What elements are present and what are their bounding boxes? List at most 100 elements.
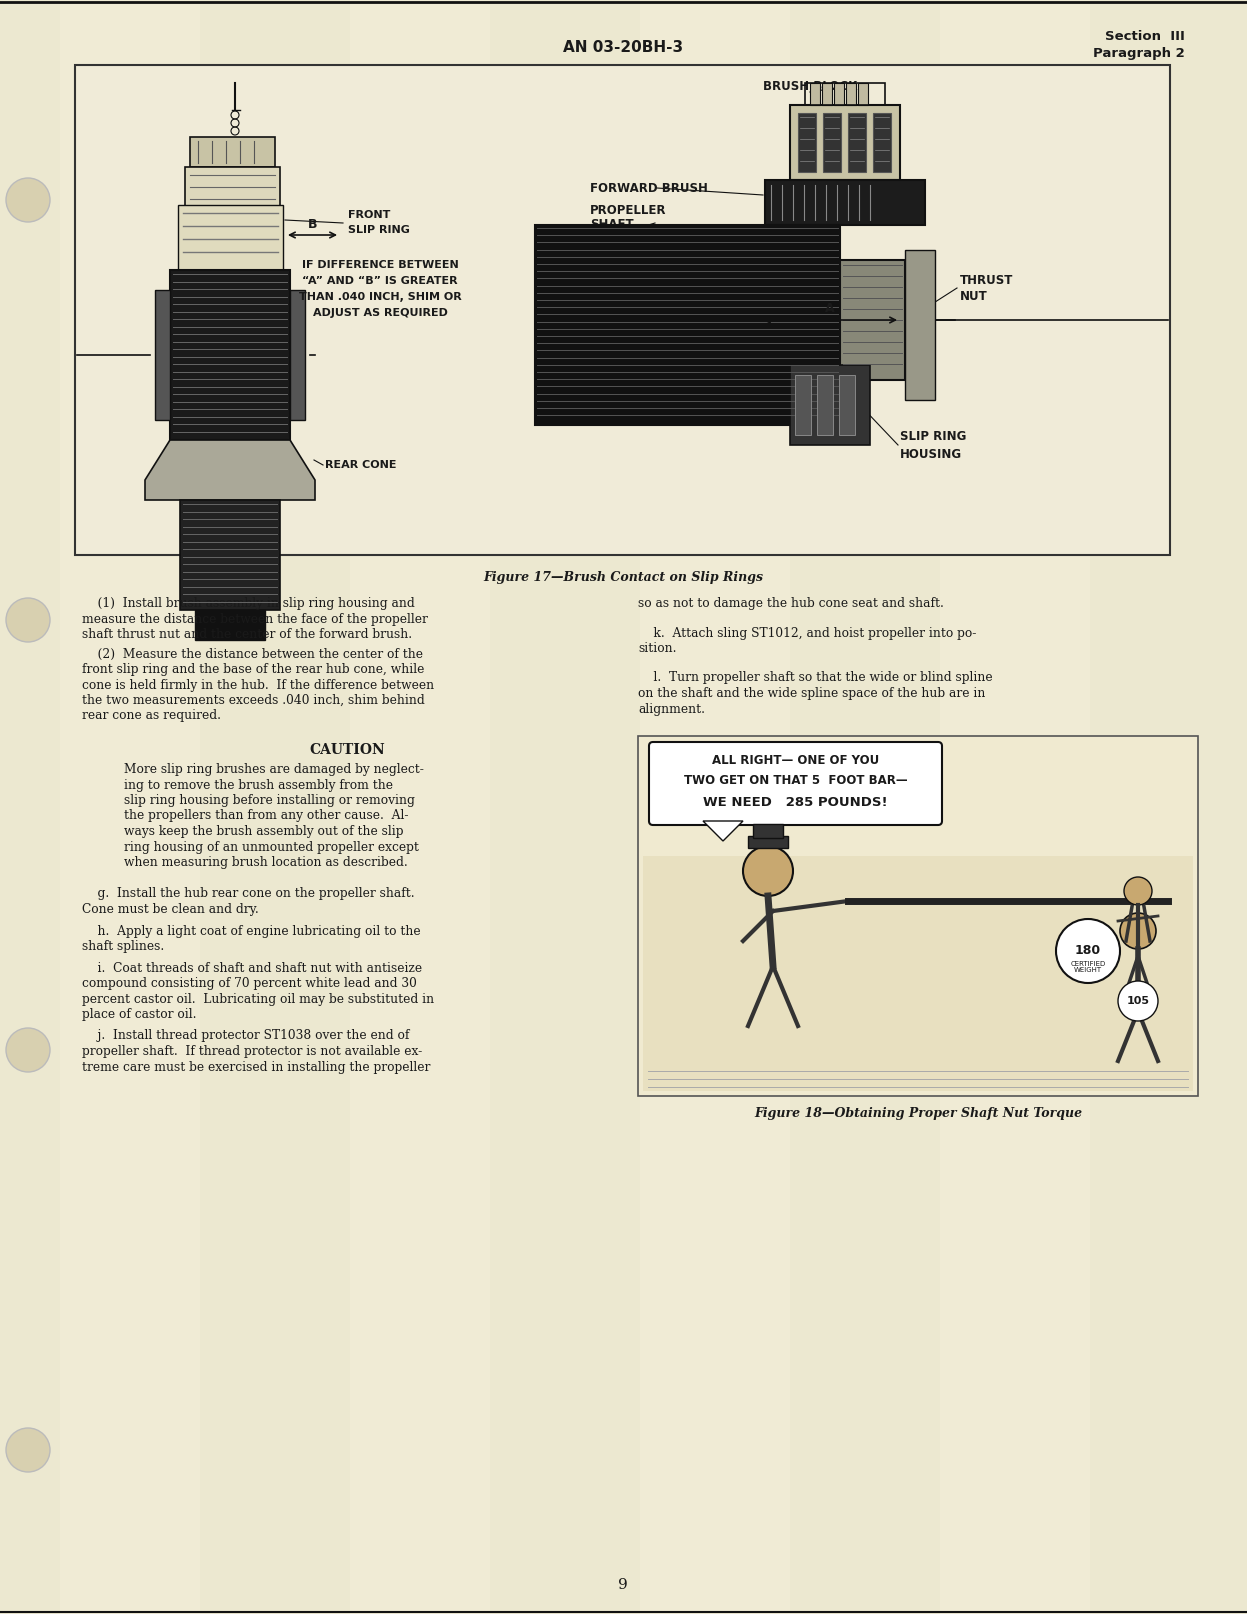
Text: k.  Attach sling ST1012, and hoist propeller into po-: k. Attach sling ST1012, and hoist propel… xyxy=(638,626,976,639)
Text: PROPELLER: PROPELLER xyxy=(590,203,666,216)
Text: shaft thrust nut and the center of the forward brush.: shaft thrust nut and the center of the f… xyxy=(82,628,412,641)
Bar xyxy=(60,0,200,1614)
Bar xyxy=(640,0,791,1614)
Bar xyxy=(811,82,821,105)
Bar xyxy=(535,224,840,424)
Bar xyxy=(75,65,1170,555)
Text: A: A xyxy=(826,302,834,315)
Text: B: B xyxy=(308,218,317,231)
Text: More slip ring brushes are damaged by neglect-: More slip ring brushes are damaged by ne… xyxy=(123,763,424,776)
Text: SLIP RING: SLIP RING xyxy=(348,224,410,236)
Text: shaft splines.: shaft splines. xyxy=(82,939,165,952)
Bar xyxy=(905,250,935,400)
Bar xyxy=(858,82,868,105)
Text: (2)  Measure the distance between the center of the: (2) Measure the distance between the cen… xyxy=(82,647,423,660)
Bar xyxy=(185,166,281,207)
Text: when measuring brush location as described.: when measuring brush location as describ… xyxy=(123,855,408,868)
Text: rear cone as required.: rear cone as required. xyxy=(82,710,221,723)
Text: l.  Turn propeller shaft so that the wide or blind spline: l. Turn propeller shaft so that the wide… xyxy=(638,671,993,684)
Text: front slip ring and the base of the rear hub cone, while: front slip ring and the base of the rear… xyxy=(82,663,424,676)
Text: measure the distance between the face of the propeller: measure the distance between the face of… xyxy=(82,612,428,626)
Text: ALL RIGHT— ONE OF YOU: ALL RIGHT— ONE OF YOU xyxy=(712,754,879,767)
Text: propeller shaft.  If thread protector is not available ex-: propeller shaft. If thread protector is … xyxy=(82,1044,423,1059)
Text: HOUSING: HOUSING xyxy=(900,447,963,460)
Text: ing to remove the brush assembly from the: ing to remove the brush assembly from th… xyxy=(123,778,393,791)
Text: 180: 180 xyxy=(1075,944,1101,957)
Bar xyxy=(791,365,870,445)
Text: on the shaft and the wide spline space of the hub are in: on the shaft and the wide spline space o… xyxy=(638,688,985,700)
Circle shape xyxy=(6,1428,50,1472)
Bar xyxy=(180,500,281,610)
Circle shape xyxy=(6,178,50,223)
Bar xyxy=(873,113,892,173)
Bar xyxy=(178,205,283,270)
Text: 9: 9 xyxy=(619,1578,628,1591)
Circle shape xyxy=(6,599,50,642)
Bar xyxy=(834,82,844,105)
FancyBboxPatch shape xyxy=(648,742,941,825)
Circle shape xyxy=(743,846,793,896)
Bar xyxy=(291,291,306,420)
Text: cone is held firmly in the hub.  If the difference between: cone is held firmly in the hub. If the d… xyxy=(82,678,434,691)
Text: AN 03-20BH-3: AN 03-20BH-3 xyxy=(562,40,683,55)
Text: “A” AND “B” IS GREATER: “A” AND “B” IS GREATER xyxy=(302,276,458,286)
Bar xyxy=(798,113,816,173)
Bar xyxy=(350,0,490,1614)
Bar xyxy=(764,181,925,224)
Bar xyxy=(822,82,832,105)
Text: TWO GET ON THAT 5  FOOT BAR—: TWO GET ON THAT 5 FOOT BAR— xyxy=(683,775,908,788)
Bar xyxy=(643,855,1193,1091)
Text: i.  Coat threads of shaft and shaft nut with antiseize: i. Coat threads of shaft and shaft nut w… xyxy=(82,962,423,975)
Bar xyxy=(1090,0,1247,1614)
Text: 105: 105 xyxy=(1126,996,1150,1006)
Bar xyxy=(791,0,940,1614)
Bar xyxy=(190,137,276,166)
Text: IF DIFFERENCE BETWEEN: IF DIFFERENCE BETWEEN xyxy=(302,260,459,270)
Text: alignment.: alignment. xyxy=(638,702,705,715)
Bar xyxy=(848,113,865,173)
Text: FRONT: FRONT xyxy=(348,210,390,220)
Bar xyxy=(840,260,905,379)
Bar xyxy=(806,82,885,105)
Bar xyxy=(817,374,833,436)
Text: ADJUST AS REQUIRED: ADJUST AS REQUIRED xyxy=(313,308,448,318)
Text: THAN .040 INCH, SHIM OR: THAN .040 INCH, SHIM OR xyxy=(298,292,461,302)
Polygon shape xyxy=(703,822,743,841)
Bar xyxy=(940,0,1090,1614)
Text: the propellers than from any other cause.  Al-: the propellers than from any other cause… xyxy=(123,810,409,823)
Text: h.  Apply a light coat of engine lubricating oil to the: h. Apply a light coat of engine lubricat… xyxy=(82,925,420,938)
Text: Section  III: Section III xyxy=(1105,29,1185,42)
Text: CERTIFIED
WEIGHT: CERTIFIED WEIGHT xyxy=(1070,960,1106,973)
Text: the two measurements exceeds .040 inch, shim behind: the two measurements exceeds .040 inch, … xyxy=(82,694,425,707)
Circle shape xyxy=(1124,876,1152,905)
Text: Paragraph 2: Paragraph 2 xyxy=(1094,47,1185,60)
Circle shape xyxy=(1119,981,1158,1022)
Text: Figure 17—Brush Contact on Slip Rings: Figure 17—Brush Contact on Slip Rings xyxy=(483,570,763,584)
Text: (1)  Install brush assembly in slip ring housing and: (1) Install brush assembly in slip ring … xyxy=(82,597,415,610)
Text: SHAFT: SHAFT xyxy=(590,218,633,231)
Bar xyxy=(748,836,788,847)
Text: ways keep the brush assembly out of the slip: ways keep the brush assembly out of the … xyxy=(123,825,404,838)
Text: percent castor oil.  Lubricating oil may be substituted in: percent castor oil. Lubricating oil may … xyxy=(82,993,434,1006)
Bar xyxy=(796,374,811,436)
Bar xyxy=(845,82,855,105)
Text: REAR CONE: REAR CONE xyxy=(325,460,397,470)
Bar xyxy=(155,291,170,420)
Bar xyxy=(490,0,640,1614)
Circle shape xyxy=(1120,914,1156,949)
Text: THRUST: THRUST xyxy=(960,273,1014,287)
Text: Figure 18—Obtaining Proper Shaft Nut Torque: Figure 18—Obtaining Proper Shaft Nut Tor… xyxy=(754,1107,1082,1120)
Text: ring housing of an unmounted propeller except: ring housing of an unmounted propeller e… xyxy=(123,841,419,854)
Bar xyxy=(791,105,900,181)
Bar xyxy=(195,610,266,641)
Text: Cone must be clean and dry.: Cone must be clean and dry. xyxy=(82,902,258,917)
Bar xyxy=(823,113,840,173)
Circle shape xyxy=(6,1028,50,1072)
Text: g.  Install the hub rear cone on the propeller shaft.: g. Install the hub rear cone on the prop… xyxy=(82,888,414,901)
Text: WE NEED   285 POUNDS!: WE NEED 285 POUNDS! xyxy=(703,796,888,809)
Text: treme care must be exercised in installing the propeller: treme care must be exercised in installi… xyxy=(82,1060,430,1073)
Circle shape xyxy=(1056,918,1120,983)
Text: CAUTION: CAUTION xyxy=(309,742,385,757)
Bar xyxy=(200,0,350,1614)
Bar xyxy=(753,825,783,838)
